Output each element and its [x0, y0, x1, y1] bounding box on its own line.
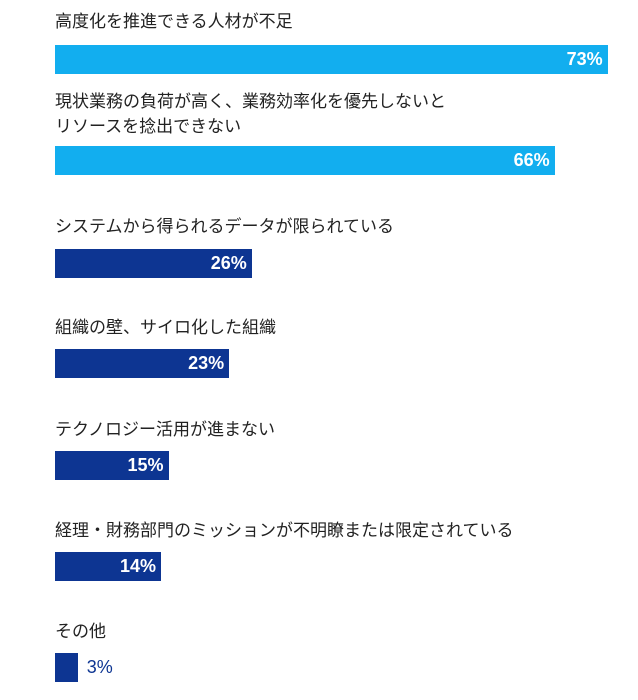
- bar: [55, 451, 169, 480]
- data-label: 14%: [119, 556, 156, 576]
- bar: [55, 45, 608, 74]
- category-label: 現状業務の負荷が高く、業務効率化を優先しないと リソースを捻出できない: [55, 92, 446, 137]
- data-label: 23%: [188, 353, 225, 373]
- category-label: テクノロジー活用が進まない: [55, 420, 275, 440]
- bar: [55, 552, 161, 581]
- data-label: 73%: [566, 49, 603, 69]
- category-label: システムから得られるデータが限られている: [55, 217, 394, 237]
- bar: [55, 349, 230, 378]
- category-label: その他: [55, 622, 106, 642]
- bar: [55, 653, 78, 682]
- data-label: 26%: [210, 253, 247, 273]
- data-label: 66%: [513, 150, 550, 170]
- data-label: 15%: [127, 455, 164, 475]
- data-label: 3%: [86, 657, 113, 677]
- bar: [55, 249, 252, 278]
- category-label: 組織の壁、サイロ化した組織: [55, 318, 276, 338]
- bar: [55, 146, 555, 175]
- category-label: 高度化を推進できる人材が不足: [55, 12, 293, 32]
- category-label: 経理・財務部門のミッションが不明瞭または限定されている: [55, 521, 514, 541]
